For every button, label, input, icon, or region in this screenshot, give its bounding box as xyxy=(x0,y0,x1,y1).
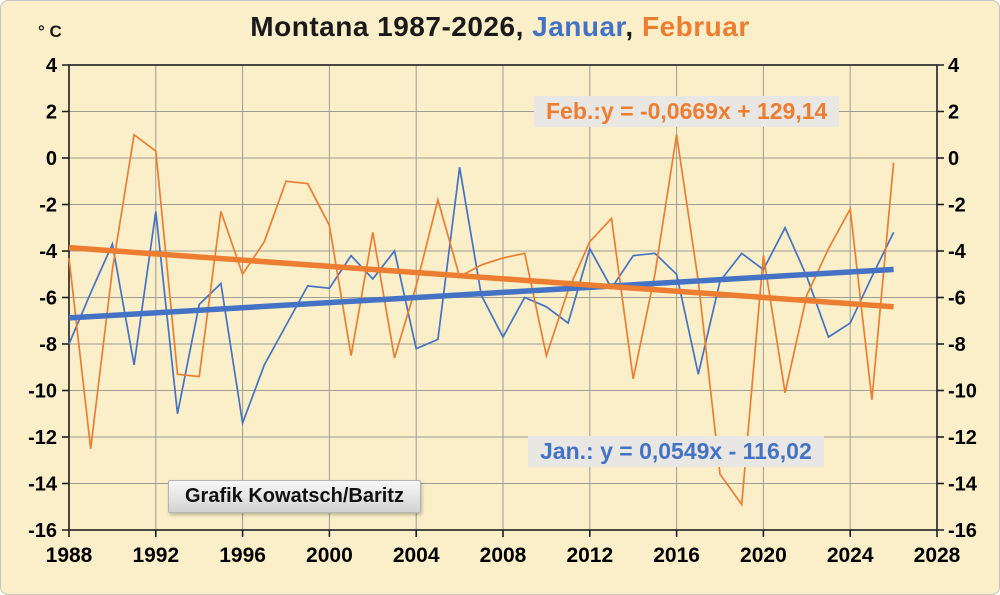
svg-text:2000: 2000 xyxy=(306,544,353,567)
svg-text:2012: 2012 xyxy=(566,544,613,567)
svg-text:1996: 1996 xyxy=(219,544,266,567)
svg-text:-16: -16 xyxy=(28,520,57,542)
svg-text:-6: -6 xyxy=(948,288,966,310)
svg-text:4: 4 xyxy=(46,55,58,77)
axis-tick-marks xyxy=(62,64,944,537)
svg-text:-10: -10 xyxy=(948,381,977,403)
svg-text:2020: 2020 xyxy=(740,544,787,567)
x-axis-tick-labels: 1988 1992 1996 2000 2004 2008 2012 2016 2020 2024… xyxy=(46,544,961,567)
svg-text:-4: -4 xyxy=(39,241,58,263)
svg-text:2008: 2008 xyxy=(480,544,527,567)
svg-text:-12: -12 xyxy=(948,427,977,449)
y-axis-right-tick-labels: 4 2 0 -2 -4 -6 -8 -10 -12 -14 -16 xyxy=(948,55,978,542)
januar-trend-line xyxy=(68,266,894,321)
credit-badge: Grafik Kowatsch/Baritz xyxy=(168,480,421,513)
svg-text:1992: 1992 xyxy=(132,544,179,567)
svg-text:-4: -4 xyxy=(948,241,967,263)
svg-text:2: 2 xyxy=(46,102,57,124)
februar-trend-equation: Feb.:y = -0,0669x + 129,14 xyxy=(534,96,840,127)
februar-trend-line xyxy=(68,244,894,310)
svg-text:-12: -12 xyxy=(28,427,57,449)
svg-text:-10: -10 xyxy=(28,381,57,403)
title-januar-legend: Januar xyxy=(532,11,626,42)
svg-text:2028: 2028 xyxy=(914,544,961,567)
svg-text:-6: -6 xyxy=(39,288,57,310)
title-separator: , xyxy=(625,11,642,42)
y-axis-left-tick-labels: 4 2 0 -2 -4 -6 -8 -10 -12 -14 -16 xyxy=(28,55,58,542)
svg-text:4: 4 xyxy=(948,55,960,77)
svg-text:-8: -8 xyxy=(948,334,966,356)
svg-text:2: 2 xyxy=(948,102,959,124)
title-februar-legend: Februar xyxy=(641,11,750,42)
svg-text:2004: 2004 xyxy=(393,544,440,567)
svg-text:0: 0 xyxy=(46,148,57,170)
svg-text:-14: -14 xyxy=(28,474,58,496)
svg-text:2016: 2016 xyxy=(653,544,700,567)
februar-series-line xyxy=(68,133,895,507)
svg-text:2024: 2024 xyxy=(827,544,874,567)
svg-text:0: 0 xyxy=(948,148,959,170)
svg-text:-2: -2 xyxy=(948,195,966,217)
svg-text:-2: -2 xyxy=(39,195,57,217)
svg-text:-16: -16 xyxy=(948,520,977,542)
svg-text:-8: -8 xyxy=(39,334,57,356)
title-text: Montana 1987-2026, xyxy=(250,11,533,42)
chart-title: Montana 1987-2026, Januar, Februar xyxy=(1,11,999,43)
svg-text:-14: -14 xyxy=(948,474,978,496)
januar-trend-equation: Jan.: y = 0,0549x - 116,02 xyxy=(528,436,824,467)
y-axis-unit-label: ° C xyxy=(38,22,62,41)
svg-text:1988: 1988 xyxy=(46,544,93,567)
